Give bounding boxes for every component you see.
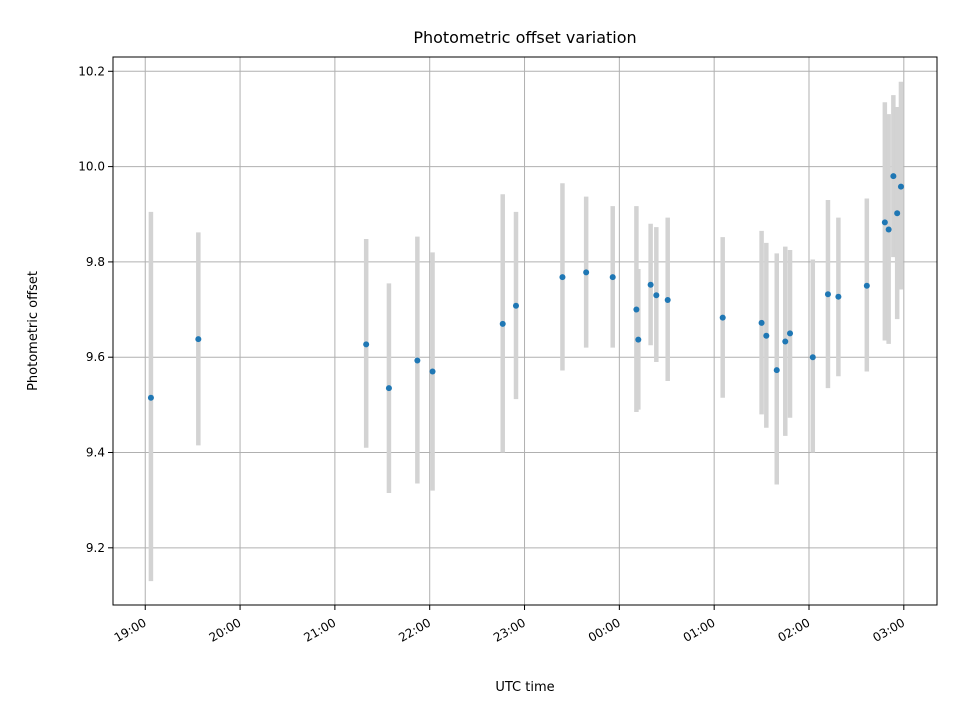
data-point <box>863 282 870 289</box>
data-points <box>147 173 904 401</box>
data-point <box>647 281 654 288</box>
data-point <box>429 368 436 375</box>
data-point <box>414 357 421 364</box>
data-point <box>824 291 831 298</box>
y-tick-label: 9.8 <box>86 255 105 269</box>
data-point <box>653 292 660 299</box>
data-point <box>885 226 892 233</box>
data-point <box>763 332 770 339</box>
data-point <box>782 338 789 345</box>
data-point <box>809 354 816 361</box>
data-point <box>512 302 519 309</box>
data-point <box>758 319 765 326</box>
data-point <box>583 269 590 276</box>
data-point <box>773 367 780 374</box>
data-point <box>363 341 370 348</box>
y-tick-label: 10.0 <box>78 160 105 174</box>
data-point <box>664 297 671 304</box>
data-point <box>894 210 901 217</box>
chart-title: Photometric offset variation <box>413 28 636 47</box>
y-tick-label: 9.6 <box>86 350 105 364</box>
data-point <box>559 274 566 281</box>
data-point <box>195 336 202 343</box>
data-point <box>787 330 794 337</box>
y-axis: 9.2 9.4 9.6 9.8 10.0 10.2 <box>78 64 113 555</box>
data-point <box>897 183 904 190</box>
data-point <box>881 219 888 226</box>
y-tick-label: 10.2 <box>78 64 105 78</box>
data-point <box>635 336 642 343</box>
grid <box>113 57 937 605</box>
data-point <box>609 274 616 281</box>
data-point <box>633 306 640 313</box>
x-axis-label: UTC time <box>495 680 554 695</box>
data-point <box>719 314 726 321</box>
y-tick-label: 9.4 <box>86 446 105 460</box>
data-point <box>835 293 842 300</box>
data-point <box>890 173 897 180</box>
y-tick-label: 9.2 <box>86 541 105 555</box>
y-axis-label: Photometric offset <box>26 271 41 391</box>
data-point <box>499 320 506 327</box>
data-point <box>147 394 154 401</box>
data-point <box>385 385 392 392</box>
